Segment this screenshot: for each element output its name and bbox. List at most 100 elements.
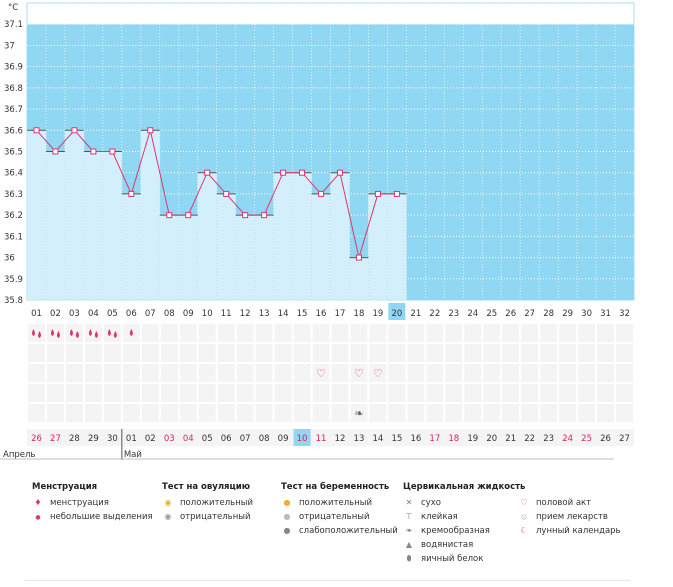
heart-icon: ♡ <box>373 367 383 380</box>
symbol-cell <box>425 363 445 383</box>
y-tick-label: 36.6 <box>4 126 23 136</box>
cycle-day-label: 05 <box>107 309 118 319</box>
symbol-cell <box>406 323 426 343</box>
temperature-bar <box>254 214 274 301</box>
cycle-day-label: 17 <box>335 309 346 319</box>
calendar-date-label: 04 <box>183 434 194 444</box>
watery-icon: ▲ <box>405 540 413 549</box>
symbol-cell <box>254 323 274 343</box>
symbol-cell <box>197 323 217 343</box>
cycle-day-label: 29 <box>562 309 573 319</box>
temperature-point <box>280 169 287 176</box>
symbol-cell <box>102 343 122 363</box>
calendar-date-label: 27 <box>50 434 61 444</box>
calendar-date-label: 10 <box>297 434 308 444</box>
symbol-cell <box>349 343 369 363</box>
legend-label: кремообразная <box>421 526 490 536</box>
legend-item: ◉ положительный <box>162 496 254 510</box>
legend-item: ● небольшие выделения <box>32 510 152 524</box>
temperature-point <box>261 212 268 219</box>
symbol-cell <box>64 403 84 423</box>
symbol-cell <box>235 383 255 403</box>
legend-title: Менструация <box>32 482 98 492</box>
symbol-cell <box>463 363 483 383</box>
plot-area <box>26 2 635 301</box>
temperature-bar <box>45 151 66 301</box>
positive-pregnancy-icon: ● <box>283 498 291 507</box>
temperature-point <box>71 127 78 134</box>
calendar-date-label: 01 <box>126 434 137 444</box>
symbol-cell <box>482 323 502 343</box>
sticky-icon: ⊤ <box>405 512 413 521</box>
symbol-cell <box>406 403 426 423</box>
symbol-cell <box>501 363 521 383</box>
menstruation-icon <box>107 329 117 338</box>
symbol-cell <box>596 343 616 363</box>
symbol-cell <box>273 383 293 403</box>
symbol-cell <box>178 343 198 363</box>
symbol-cell <box>178 383 198 403</box>
cycle-day-label: 23 <box>448 309 459 319</box>
legend-label: слабоположительный <box>299 526 398 536</box>
cycle-day-label: 03 <box>69 309 80 319</box>
cycle-day-label: 16 <box>316 309 327 319</box>
heart-icon: ♡ <box>354 367 364 380</box>
legend: Менструация ♦ менструация ● небольшие выде… <box>0 482 673 564</box>
temperature-bar <box>311 193 331 301</box>
current-day-highlight <box>388 303 406 320</box>
legend-item: ⊤ клейкая <box>403 510 525 524</box>
legend-label: отрицательный <box>299 512 370 522</box>
symbol-cell <box>558 363 578 383</box>
symbol-cell <box>558 403 578 423</box>
cycle-day-label: 07 <box>145 309 156 319</box>
symbol-cell <box>216 363 236 383</box>
calendar-date-label: 19 <box>467 434 478 444</box>
symbol-cell <box>330 383 350 403</box>
symbol-cell <box>64 323 84 343</box>
cycle-day-label: 28 <box>543 309 554 319</box>
symbol-cell <box>273 403 293 423</box>
legend-item: ❧ кремообразная <box>403 524 525 538</box>
symbol-cell <box>406 383 426 403</box>
symbol-cell <box>159 363 179 383</box>
calendar-date-label: 21 <box>505 434 516 444</box>
symbol-cell <box>311 323 331 343</box>
symbol-cell <box>444 323 464 343</box>
egg-white-icon: ⬮ <box>406 554 412 563</box>
symbol-cell <box>45 403 65 423</box>
symbol-cell <box>558 383 578 403</box>
symbol-cell <box>539 363 559 383</box>
symbol-cell <box>121 343 141 363</box>
legend-other: ♡ половой акт ⦸ прием лекарств ☾ лунный кал… <box>518 496 620 538</box>
symbol-cell <box>45 323 65 343</box>
temperature-point <box>374 190 381 197</box>
menstruation-icon <box>50 329 60 338</box>
symbol-cell <box>577 403 597 423</box>
legend-label: водянистая <box>421 540 474 550</box>
date-row-background <box>27 429 634 446</box>
temperature-bar <box>102 151 123 301</box>
menstruation-icon: ♦ <box>34 498 42 507</box>
symbol-cell <box>292 343 312 363</box>
symbol-cell <box>273 363 293 383</box>
symbol-cell <box>539 343 559 363</box>
symbol-cell <box>520 343 540 363</box>
symbol-cell <box>83 383 103 403</box>
symbol-cell <box>197 363 217 383</box>
symbol-cell <box>83 363 103 383</box>
temperature-point <box>204 169 211 176</box>
symbol-cell <box>349 363 369 383</box>
symbol-cell <box>558 323 578 343</box>
symbol-cell <box>425 383 445 403</box>
calendar-date-label: 13 <box>354 434 365 444</box>
temperature-point <box>242 212 249 219</box>
symbol-cell <box>140 343 160 363</box>
cycle-day-label: 32 <box>619 309 630 319</box>
symbol-cell <box>330 363 350 383</box>
cycle-day-label: 09 <box>183 309 194 319</box>
symbol-cell <box>121 403 141 423</box>
symbol-cell <box>83 403 103 423</box>
symbol-cell <box>520 403 540 423</box>
symbol-cell <box>27 383 46 403</box>
